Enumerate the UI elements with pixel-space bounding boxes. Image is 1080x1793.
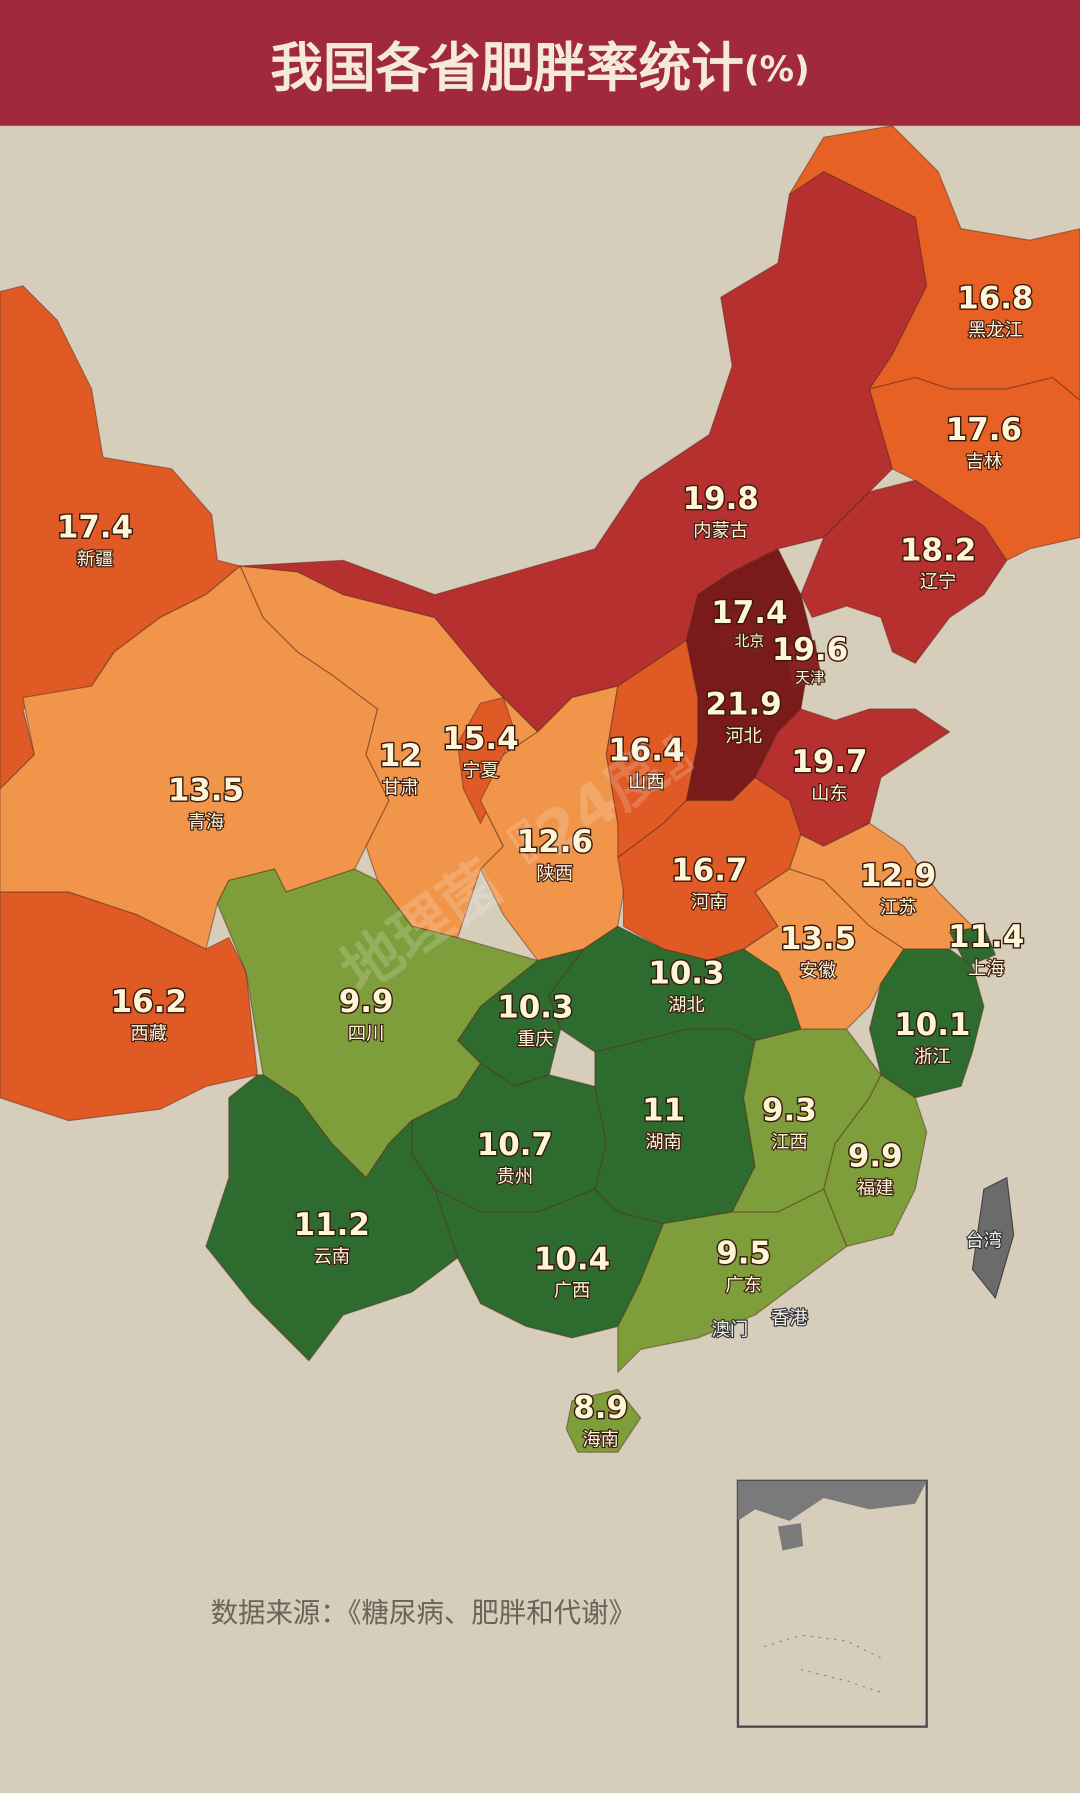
value-label: 21.9 [706,687,782,723]
title-unit: (%) [744,49,810,89]
value-label: 13.5 [168,772,244,808]
province-name: 吉林 [966,452,1003,473]
province [617,1188,848,1374]
value-label: 10.3 [497,990,573,1026]
value-label: 15.4 [442,721,518,757]
province-name: 上海 [968,958,1005,979]
value-label: 12 [379,738,422,774]
province [565,1388,642,1453]
province-name: 安徽 [800,961,837,982]
province-name: 宁夏 [462,760,499,781]
value-label: 16.4 [608,732,684,768]
province [717,605,781,662]
value-label: 19.8 [683,481,759,517]
value-label: 8.9 [573,1390,628,1426]
value-label: 17.6 [946,412,1022,448]
source-note: 数据来源：《糖尿病、肥胖和代谢》 [211,1598,636,1629]
value-label: 17.4 [57,509,133,545]
region-name: 台湾 [966,1230,1003,1251]
value-label: 19.7 [791,744,867,780]
value-label: 16.7 [671,852,747,888]
province-name: 辽宁 [920,572,957,593]
province-name: 四川 [348,1023,385,1044]
region-no-data [971,1176,1015,1300]
province-name: 江西 [771,1132,808,1153]
province-name: 云南 [313,1246,350,1267]
province [868,948,985,1099]
labels: 17.4 新疆 16.2 西藏 13.5 青海 12 甘肃 19.8 内蒙古 15.4 宁夏 12.6 陕… [55,279,1034,1451]
province-name: 北京 [734,632,764,650]
province-name: 河南 [691,892,728,913]
province-name: 陕西 [537,863,574,884]
province [823,1074,928,1248]
value-label: 11.2 [294,1207,370,1243]
value-label: 12.6 [517,824,593,860]
value-label: 17.4 [711,595,787,631]
province-name: 新疆 [77,549,114,570]
value-label: 12.9 [860,858,936,894]
province-name: 内蒙古 [693,520,748,541]
province [948,925,997,967]
province-name: 西藏 [130,1023,167,1044]
province [781,639,823,690]
province-name: 天津 [795,669,825,687]
value-label: 16.8 [957,281,1033,317]
title: 我国各省肥胖率统计(%) [270,38,809,99]
province [0,565,390,950]
province-name: 湖南 [645,1132,682,1153]
value-label: 19.6 [772,632,848,668]
value-label: 16.2 [111,984,187,1020]
inset-island [777,1523,804,1551]
province-name: 贵州 [497,1166,534,1187]
province-name: 青海 [188,812,225,833]
header-bar [0,0,1080,126]
value-label: 18.2 [900,532,976,568]
province-name: 山东 [811,783,848,804]
value-label: 10.4 [534,1241,610,1277]
province-name: 广东 [725,1275,762,1296]
value-label: 10.3 [648,955,724,991]
value-label: 10.1 [894,1007,970,1043]
value-label: 10.7 [477,1127,553,1163]
title-text: 我国各省肥胖率统计 [270,38,744,99]
inset-land [737,1480,927,1521]
value-label: 13.5 [780,921,856,957]
province-name: 广西 [554,1281,591,1302]
province-name: 江苏 [880,898,917,919]
value-label: 9.5 [716,1236,771,1272]
province-name: 海南 [582,1429,619,1450]
south-sea-inset [736,1479,928,1728]
value-label: 11 [642,1093,685,1129]
province-name: 湖北 [668,995,705,1016]
value-label: 9.9 [339,984,394,1020]
province-name: 河北 [725,726,762,747]
province-name: 甘肃 [382,778,419,799]
region-name: 香港 [771,1308,808,1329]
province-name: 浙江 [914,1046,951,1067]
value-label: 9.3 [762,1093,817,1129]
province-name: 山西 [628,772,665,793]
province [788,125,1080,401]
province-name: 福建 [857,1178,894,1199]
province-name: 重庆 [517,1029,554,1050]
value-label: 9.9 [848,1138,903,1174]
province-name: 黑龙江 [968,320,1023,341]
regions [0,125,1080,1453]
value-label: 11.4 [948,919,1024,955]
region-name: 澳门 [712,1320,749,1341]
